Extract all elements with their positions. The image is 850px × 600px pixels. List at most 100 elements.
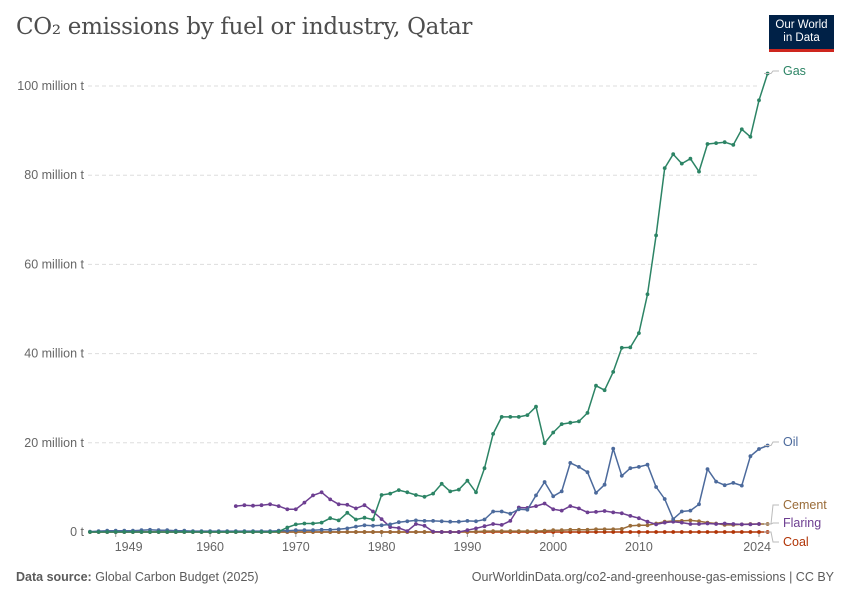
data-point-gas (654, 233, 658, 238)
data-point-oil (302, 528, 307, 533)
connector-gas (764, 70, 779, 74)
data-point-oil (645, 462, 650, 467)
data-point-gas (679, 161, 684, 166)
data-point-cement (594, 527, 598, 532)
data-point-flaring (431, 529, 435, 534)
data-point-flaring (568, 504, 573, 508)
data-point-flaring (293, 507, 298, 512)
data-source-value[interactable]: Global Carbon Budget (2025) (95, 570, 259, 584)
x-tick-label: 2024 (743, 540, 771, 554)
x-tick-label: 1980 (368, 540, 396, 554)
data-point-oil (482, 517, 487, 522)
data-point-flaring (465, 528, 470, 533)
data-point-flaring (439, 530, 444, 534)
data-point-gas (739, 127, 744, 132)
data-point-gas (619, 345, 624, 350)
data-point-oil (662, 497, 667, 501)
data-point-oil (285, 528, 290, 533)
y-tick-label: 40 million t (24, 347, 84, 361)
data-point-oil (688, 508, 693, 513)
data-point-flaring (491, 522, 495, 526)
data-point-cement (534, 529, 538, 533)
data-point-gas (422, 494, 427, 499)
data-point-oil (456, 519, 461, 524)
data-point-gas (113, 530, 118, 534)
data-point-oil (542, 480, 547, 484)
data-point-flaring (662, 520, 667, 525)
data-point-coal (739, 530, 744, 534)
data-point-cement (474, 529, 478, 534)
data-point-flaring (645, 519, 650, 524)
data-point-gas (628, 345, 633, 350)
data-point-coal (594, 530, 598, 534)
data-point-oil (671, 517, 676, 521)
data-point-oil (516, 507, 521, 512)
source-url[interactable]: OurWorldinData.org/co2-and-greenhouse-ga… (471, 570, 834, 584)
data-point-coal (637, 530, 641, 534)
data-point-gas (131, 530, 135, 534)
data-point-flaring (456, 530, 461, 534)
data-point-coal (602, 530, 607, 534)
data-point-gas (379, 493, 384, 497)
data-point-coal (757, 530, 761, 534)
data-point-gas (156, 530, 161, 534)
data-source: Data source: Global Carbon Budget (2025) (16, 570, 259, 584)
data-point-flaring (722, 521, 727, 526)
data-point-gas (577, 419, 581, 424)
data-point-flaring (688, 522, 693, 526)
data-point-oil (448, 519, 453, 524)
data-point-coal (714, 530, 718, 534)
data-point-gas (122, 530, 127, 534)
data-point-flaring (285, 507, 290, 512)
data-point-flaring (542, 501, 547, 506)
data-point-flaring (671, 519, 676, 524)
data-point-oil (319, 527, 324, 532)
data-point-gas (508, 415, 513, 419)
data-point-gas (602, 388, 607, 393)
data-point-flaring (302, 500, 307, 505)
data-point-cement (362, 530, 367, 534)
owid-logo[interactable]: Our World in Data (769, 15, 834, 52)
data-point-flaring (619, 511, 624, 516)
data-point-oil (611, 446, 616, 451)
data-point-oil (559, 489, 564, 494)
data-point-flaring (628, 514, 633, 518)
data-point-oil (525, 507, 530, 512)
data-point-flaring (654, 522, 658, 527)
data-point-coal (619, 530, 624, 534)
data-point-flaring (233, 504, 238, 508)
data-point-gas (645, 292, 650, 297)
data-point-coal (697, 530, 701, 534)
data-point-coal (679, 530, 684, 534)
data-point-gas (499, 415, 504, 419)
y-tick-label: 20 million t (24, 436, 84, 450)
data-point-gas (439, 481, 444, 486)
data-point-cement (491, 529, 495, 533)
data-point-gas (139, 530, 144, 534)
data-point-gas (731, 143, 736, 147)
data-point-flaring (422, 523, 427, 528)
data-point-gas (611, 370, 616, 374)
data-point-cement (602, 527, 607, 532)
data-point-oil (654, 485, 658, 489)
data-point-cement (422, 530, 427, 534)
data-point-gas (448, 489, 453, 494)
data-point-gas (96, 530, 101, 534)
series-line-gas (90, 73, 769, 533)
data-point-flaring (577, 506, 581, 511)
series-label-oil: Oil (783, 435, 798, 449)
data-point-gas (456, 487, 461, 492)
data-point-flaring (551, 507, 556, 512)
data-point-coal (628, 530, 633, 534)
data-point-gas (748, 134, 753, 139)
data-point-coal (688, 530, 693, 534)
data-point-oil (748, 454, 753, 459)
data-point-oil (577, 465, 581, 469)
data-point-gas (568, 420, 573, 425)
data-point-flaring (319, 490, 324, 495)
data-point-cement (542, 528, 547, 533)
data-point-gas (319, 520, 324, 525)
data-source-label: Data source: (16, 570, 92, 584)
data-point-flaring (379, 517, 384, 521)
data-point-gas (173, 530, 178, 534)
